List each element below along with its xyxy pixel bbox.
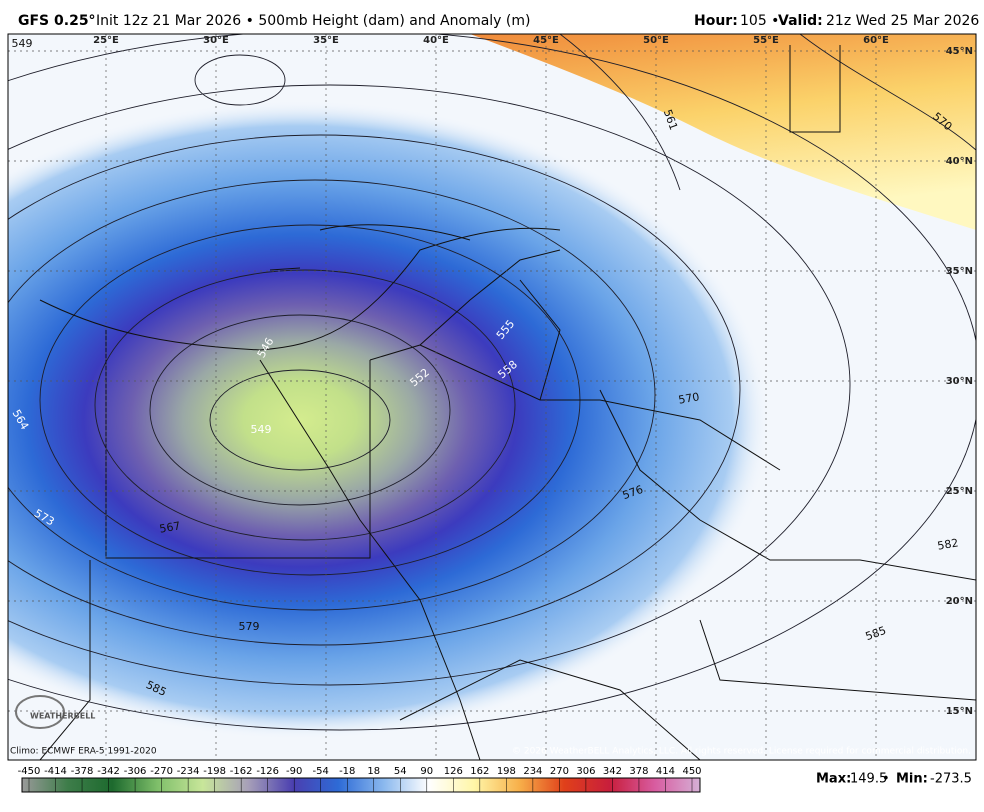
lon-label: 35°E	[313, 35, 339, 46]
header: GFS 0.25° Init 12z 21 Mar 2026 • 500mb H…	[18, 13, 979, 29]
colorbar-tick-label: -162	[230, 766, 253, 777]
lat-label: 25°N	[946, 486, 973, 497]
hour: 105 •	[740, 13, 779, 29]
lat-label: 45°N	[946, 46, 973, 57]
lat-label: 20°N	[946, 596, 973, 607]
lon-label: 50°E	[643, 35, 669, 46]
map-frame	[7, 33, 977, 761]
colorbar-tick-label: 450	[682, 766, 701, 777]
colorbar-ramp	[21, 777, 701, 793]
contour-label: 570	[677, 390, 700, 406]
model: GFS 0.25°	[18, 13, 96, 29]
colorbar-tick-label: 234	[523, 766, 542, 777]
init: Init 12z 21 Mar 2026 • 500mb Height (dam…	[96, 13, 530, 29]
climo: Climo: ECMWF ERA-5 1991-2020	[10, 747, 157, 757]
logo: WEATHERBELL	[30, 712, 95, 721]
lat-label: 40°N	[946, 156, 973, 167]
hour-label: Hour:	[694, 13, 738, 29]
colorbar-tick-label: -342	[97, 766, 120, 777]
colorbar-tick-label: -378	[71, 766, 94, 777]
colorbar-tick-label: -414	[44, 766, 67, 777]
copyright: © 2026 WeatherBELL Analytics, LLC. All r…	[512, 747, 971, 757]
lon-label: 30°E	[203, 35, 229, 46]
colorbar-tick-label: 126	[444, 766, 463, 777]
lon-label: 60°E	[863, 35, 889, 46]
logo-mark	[15, 695, 65, 729]
lon-label: 40°E	[423, 35, 449, 46]
contour-label: 549	[251, 423, 272, 436]
colorbar-tick-label: 414	[656, 766, 675, 777]
graticule	[8, 34, 976, 760]
lon-label: 55°E	[753, 35, 779, 46]
lon-label: 45°E	[533, 35, 559, 46]
lat-label: 35°N	[946, 266, 973, 277]
colorbar-tick-label: -54	[313, 766, 329, 777]
contour-label: 549	[12, 37, 33, 50]
colorbar-tick-label: 378	[629, 766, 648, 777]
colorbar-tick-label: -270	[150, 766, 173, 777]
colorbar-tick-label: -90	[286, 766, 302, 777]
colorbar-tick-label: -18	[339, 766, 355, 777]
separator: •	[882, 772, 890, 787]
contour-label: 582	[936, 536, 959, 552]
colorbar-tick-label: 54	[394, 766, 407, 777]
colorbar: Max: 149.5 • Min: -273.5 -450 -414 -378 -34…	[18, 766, 972, 793]
colorbar-tick-label: 162	[470, 766, 489, 777]
valid: 21z Wed 25 Mar 2026	[826, 13, 979, 29]
colorbar-tick-label: -450	[18, 766, 41, 777]
colorbar-tick-label: -198	[203, 766, 226, 777]
colorbar-tick-label: 306	[576, 766, 595, 777]
colorbar-tick-label: 90	[420, 766, 433, 777]
contours	[8, 34, 976, 731]
colorbar-tick-label: 270	[550, 766, 569, 777]
max-label: Max:	[816, 772, 851, 787]
lat-label: 15°N	[946, 706, 973, 717]
colorbar-tick-label: 198	[497, 766, 516, 777]
contour-label: 567	[158, 519, 181, 535]
colorbar-tick-label: 342	[603, 766, 622, 777]
max: 149.5	[850, 772, 887, 787]
min: -273.5	[930, 772, 972, 787]
valid-label: Valid:	[778, 13, 823, 29]
lat-label: 30°N	[946, 376, 973, 387]
colorbar-tick-label: 18	[367, 766, 380, 777]
min-label: Min:	[896, 772, 928, 787]
lon-label: 25°E	[93, 35, 119, 46]
colorbar-tick-label: -306	[124, 766, 147, 777]
colorbar-tick-label: -126	[256, 766, 279, 777]
contour-label: 579	[239, 620, 260, 633]
colorbar-tick-label: -234	[177, 766, 200, 777]
